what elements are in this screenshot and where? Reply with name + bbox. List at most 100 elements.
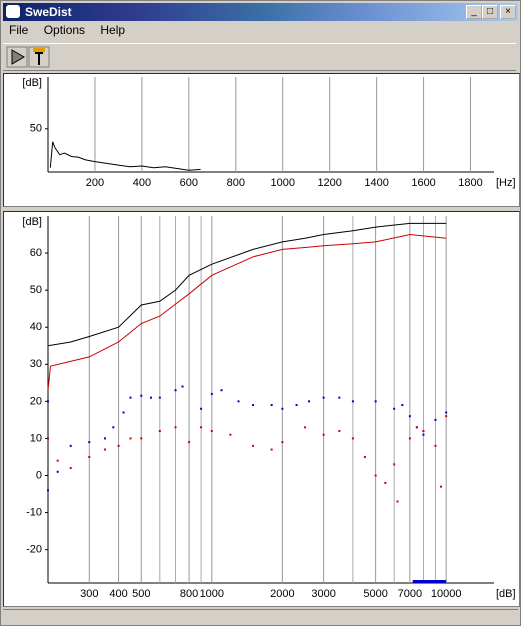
x-tick-label: 300 — [80, 588, 98, 600]
y-tick-label: 30 — [30, 358, 42, 370]
data-point — [210, 430, 213, 433]
x-tick-label: 1800 — [458, 177, 482, 189]
x-tick-label: 1400 — [364, 177, 388, 189]
data-point — [140, 394, 143, 397]
toolbar — [3, 43, 516, 71]
data-point — [351, 400, 354, 403]
data-point — [393, 407, 396, 410]
tune-icon-top — [33, 48, 45, 52]
menu-bar: File Options Help — [3, 23, 131, 41]
data-point — [281, 407, 284, 410]
data-point — [363, 455, 366, 458]
data-point — [434, 418, 437, 421]
x-axis-label: [Hz] — [496, 177, 516, 189]
data-point — [384, 481, 387, 484]
data-point — [393, 463, 396, 466]
data-point — [149, 396, 152, 399]
x-tick-label: 800 — [227, 177, 245, 189]
x-tick-label: 2000 — [270, 588, 294, 600]
x-tick-label: 400 — [109, 588, 127, 600]
menu-item[interactable]: Options — [43, 23, 86, 37]
close-button[interactable]: × — [500, 5, 516, 19]
data-point — [112, 426, 115, 429]
data-point — [422, 430, 425, 433]
data-point — [56, 470, 59, 473]
data-line — [47, 233, 447, 391]
x-tick-label: 7000 — [398, 588, 422, 600]
data-point — [129, 396, 132, 399]
y-tick-label: 50 — [30, 284, 42, 296]
highlight-range — [412, 580, 447, 583]
data-point — [322, 396, 325, 399]
data-point — [445, 415, 448, 418]
data-point — [140, 437, 143, 440]
maximize-button[interactable]: □ — [482, 5, 498, 19]
x-tick-label: 800 — [180, 588, 198, 600]
data-point — [270, 448, 273, 451]
data-point — [220, 389, 223, 392]
data-point — [200, 407, 203, 410]
data-point — [415, 426, 418, 429]
data-point — [56, 459, 59, 462]
data-point — [281, 441, 284, 444]
menu-item[interactable]: Help — [100, 23, 126, 37]
x-tick-label: 3000 — [311, 588, 335, 600]
y-tick-label: 20 — [30, 395, 42, 407]
minimize-button[interactable]: _ — [466, 5, 482, 19]
x-tick-label: 500 — [132, 588, 150, 600]
data-point — [270, 404, 273, 407]
x-tick-label: 1200 — [317, 177, 341, 189]
distortion-chart: 300 400 500 800 1000 2000 3000 5000 7000 10000605… — [22, 216, 515, 600]
y-tick-label: 50 — [30, 123, 42, 135]
y-tick-label: 10 — [30, 432, 42, 444]
status-bar — [3, 609, 518, 624]
data-point — [181, 385, 184, 388]
app-icon — [6, 5, 20, 18]
y-tick-label: 0 — [36, 469, 42, 481]
data-point — [210, 392, 213, 395]
data-line — [47, 222, 447, 347]
data-point — [129, 437, 132, 440]
spectrum-panel: 200 400 600 800 1000 1200 1400 1600 1800 50 [dB] [H… — [3, 73, 520, 207]
x-tick-label: 10000 — [431, 588, 462, 600]
data-point — [158, 396, 161, 399]
data-point — [158, 430, 161, 433]
data-point — [445, 411, 448, 414]
data-point — [47, 489, 49, 492]
data-point — [401, 404, 404, 407]
data-point — [439, 485, 442, 488]
play-icon — [11, 49, 25, 65]
x-tick-label: 400 — [133, 177, 151, 189]
data-point — [88, 441, 91, 444]
data-point — [434, 444, 437, 447]
data-point — [351, 437, 354, 440]
toolbar-icons — [6, 46, 50, 68]
data-point — [47, 437, 49, 440]
data-point — [69, 444, 72, 447]
data-point — [408, 437, 411, 440]
data-point — [408, 415, 411, 418]
y-axis-label: [dB] — [22, 77, 42, 89]
y-tick-label: -20 — [26, 544, 42, 556]
data-point — [47, 400, 49, 403]
window-title: SweDist — [25, 5, 72, 19]
data-point — [422, 433, 425, 436]
title-bar: SweDist _ □ × — [3, 3, 518, 21]
y-tick-label: 60 — [30, 247, 42, 259]
data-point — [308, 400, 311, 403]
data-point — [237, 400, 240, 403]
y-tick-label: 40 — [30, 321, 42, 333]
data-point — [374, 400, 377, 403]
data-point — [252, 404, 255, 407]
data-point — [374, 474, 377, 477]
distortion-panel: 300 400 500 800 1000 2000 3000 5000 7000 10000 60 5… — [3, 211, 520, 607]
data-point — [396, 500, 399, 503]
data-point — [103, 437, 106, 440]
x-tick-label: 1000 — [200, 588, 224, 600]
x-tick-label: 600 — [180, 177, 198, 189]
menu-item[interactable]: File — [9, 23, 29, 37]
data-point — [338, 396, 341, 399]
x-tick-label: 5000 — [363, 588, 387, 600]
data-point — [88, 455, 91, 458]
